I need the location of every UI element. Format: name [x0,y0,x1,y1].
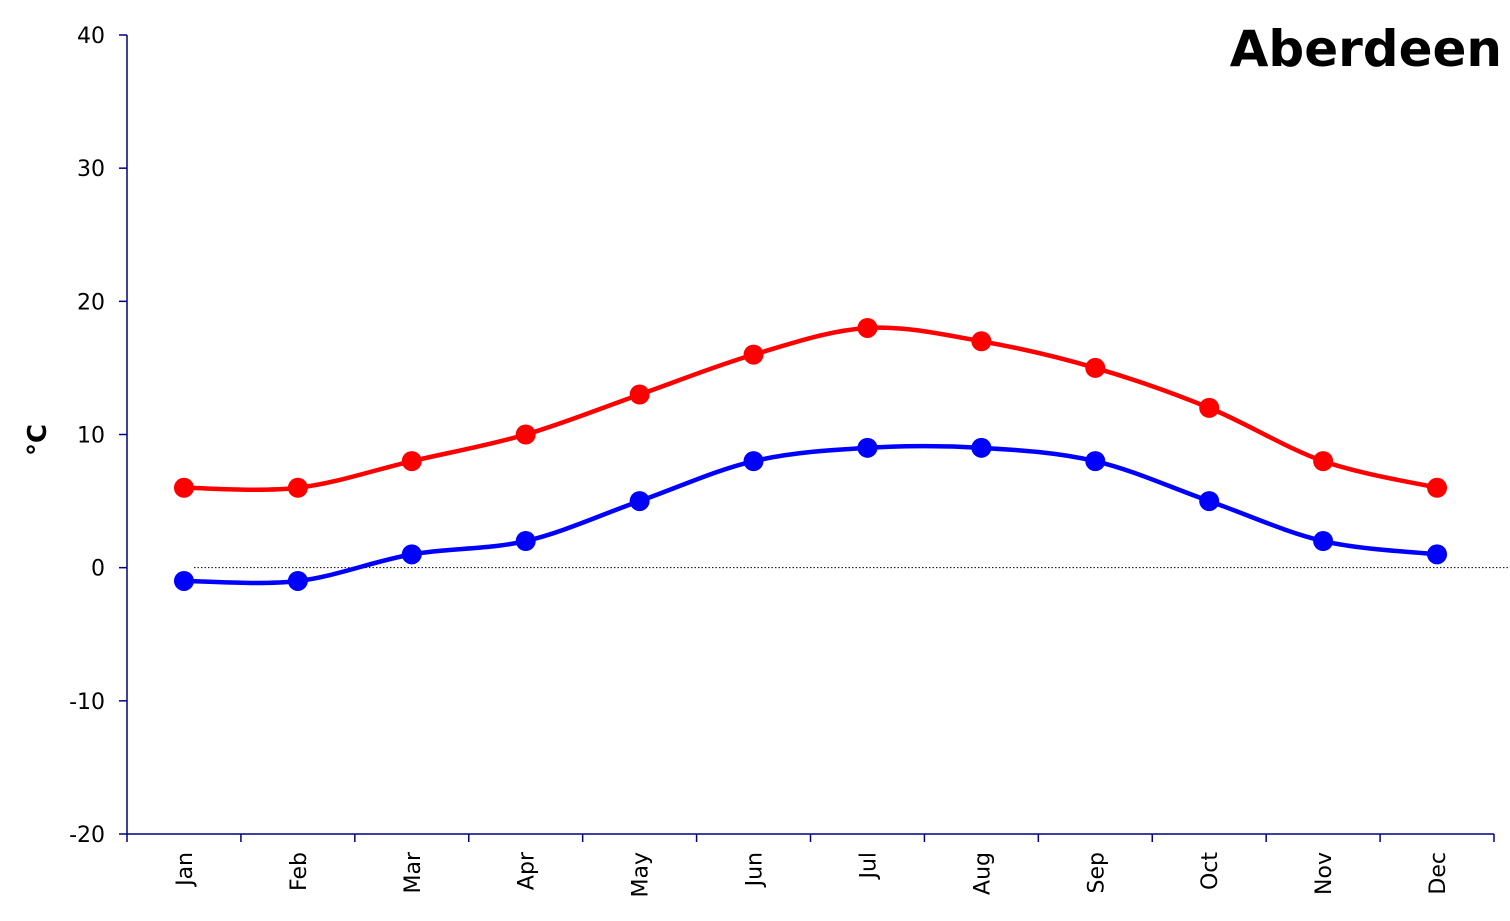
x-tick-label: Apr [515,851,540,890]
y-tick-label: -20 [69,823,105,848]
data-point [1313,451,1334,472]
data-point [629,384,650,405]
data-point [1085,357,1106,378]
data-point [743,344,764,365]
data-point [1199,397,1220,418]
data-point [971,437,992,458]
y-tick-label: -10 [69,690,105,715]
series-2 [173,437,1448,591]
series-layer [173,317,1448,591]
data-point [173,570,194,591]
x-tick-label: Nov [1312,852,1337,895]
series-1 [173,317,1448,498]
x-tick-label: Oct [1198,852,1223,890]
data-point [173,477,194,498]
x-tick-label: Sep [1084,852,1109,893]
data-point [1199,491,1220,512]
y-tick-label: 40 [77,24,105,49]
x-tick-label: Jan [173,852,198,888]
y-tick-label: 10 [77,424,105,449]
series-line [181,325,1440,492]
x-tick-label: Jun [743,852,768,888]
data-point [287,477,308,498]
data-point [401,451,422,472]
y-tick-label: 30 [77,157,105,182]
data-point [1313,531,1334,552]
data-point [287,570,308,591]
data-point [515,531,536,552]
y-axis-label: °C [23,424,53,456]
x-tick-label: Mar [401,851,426,893]
axes: -20 -10 0 10 20 30 40 Jan Feb Mar Apr May Jun Jul Aug S… [69,24,1510,897]
y-tick-label: 0 [91,557,105,582]
data-point [515,424,536,445]
chart-title: Aberdeen [1230,20,1502,78]
data-point [857,317,878,338]
data-point [1427,544,1448,565]
data-point [1085,451,1106,472]
data-point [629,491,650,512]
data-point [1427,477,1448,498]
x-tick-label: May [629,852,654,897]
data-point [857,437,878,458]
data-point [971,331,992,352]
x-tick-label: Jul [856,852,881,881]
data-point [743,451,764,472]
data-point [401,544,422,565]
x-tick-label: Dec [1426,852,1451,895]
series-line [181,443,1440,586]
x-tick-label: Aug [970,852,995,895]
x-tick-label: Feb [287,852,312,891]
y-tick-label: 20 [77,290,105,315]
